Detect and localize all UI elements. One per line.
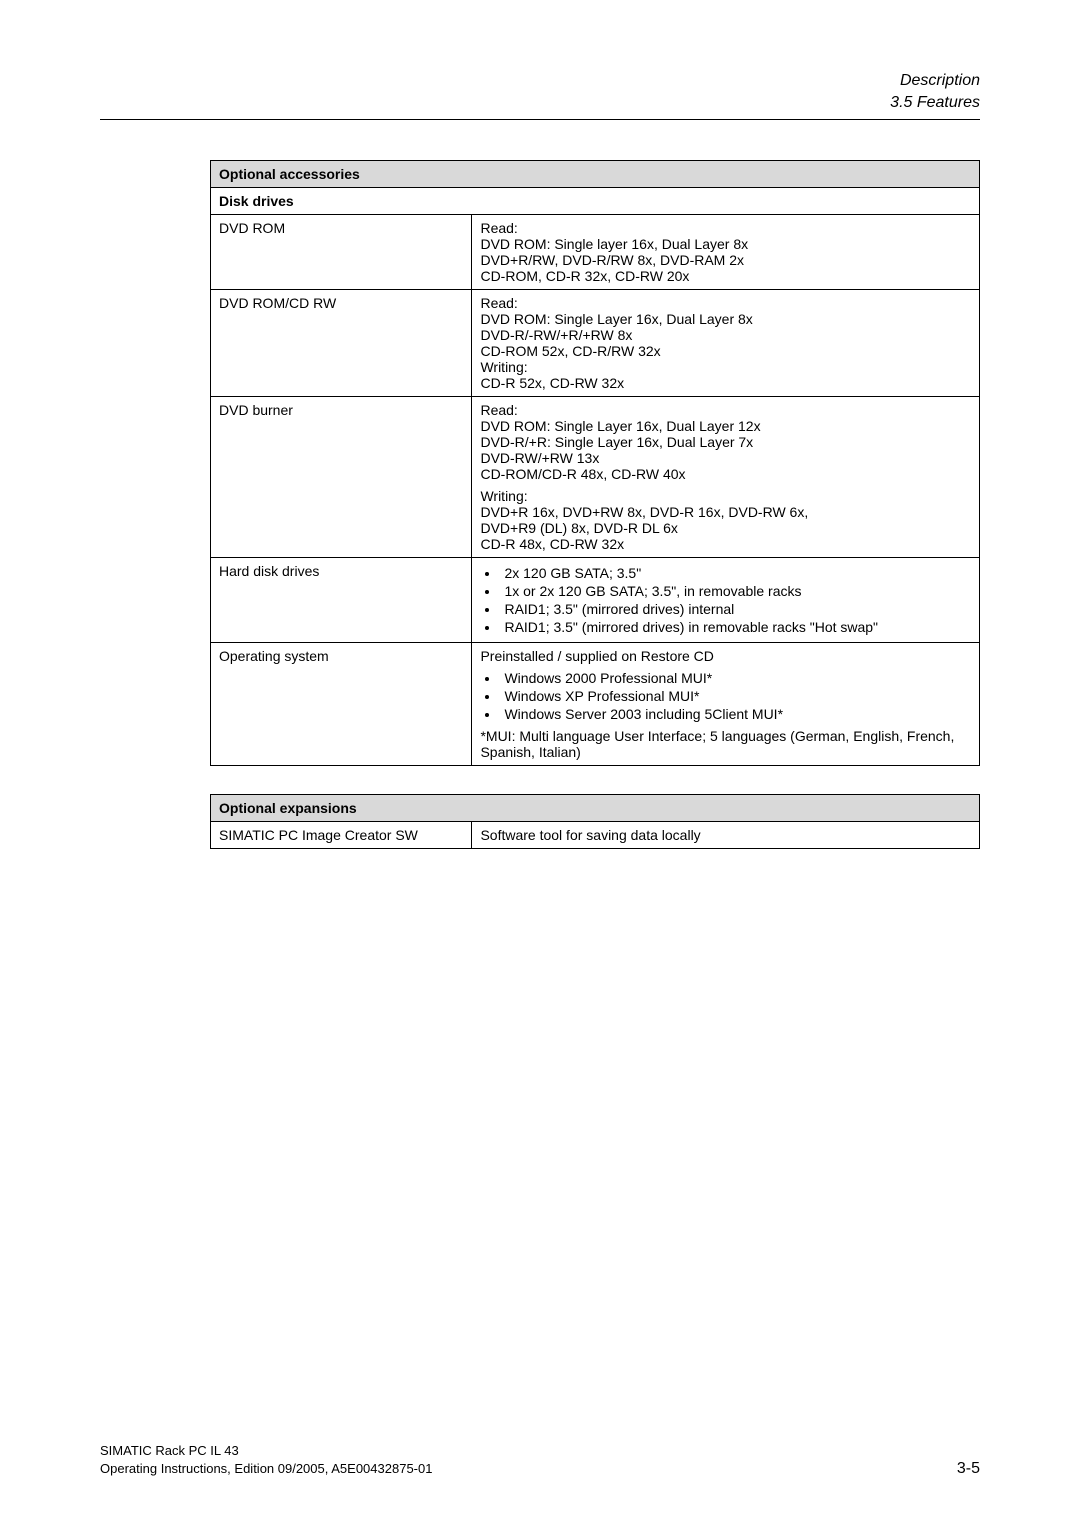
row-value: Preinstalled / supplied on Restore CD Wi… (472, 642, 980, 765)
row-label: Hard disk drives (211, 557, 472, 642)
row-value: Read: DVD ROM: Single Layer 16x, Dual La… (472, 396, 980, 557)
optional-accessories-table: Optional accessories Disk drives DVD ROM… (210, 160, 980, 766)
table-row: DVD ROM/CD RW Read: DVD ROM: Single Laye… (211, 289, 980, 396)
row-label: Operating system (211, 642, 472, 765)
section-heading: Optional accessories (211, 160, 980, 187)
table-row: SIMATIC PC Image Creator SW Software too… (211, 821, 980, 848)
page-number: 3-5 (957, 1460, 980, 1478)
table-row: DVD ROM Read: DVD ROM: Single layer 16x,… (211, 214, 980, 289)
header-title-1: Description (100, 70, 980, 92)
subsection-heading: Disk drives (211, 187, 980, 214)
header-title-2: 3.5 Features (100, 92, 980, 114)
row-value: Software tool for saving data locally (472, 821, 980, 848)
page-footer: SIMATIC Rack PC IL 43 Operating Instruct… (100, 1442, 980, 1478)
footer-line-1: SIMATIC Rack PC IL 43 (100, 1442, 432, 1460)
footer-line-2: Operating Instructions, Edition 09/2005,… (100, 1460, 432, 1478)
row-label: DVD burner (211, 396, 472, 557)
row-label: SIMATIC PC Image Creator SW (211, 821, 472, 848)
row-value: Read: DVD ROM: Single Layer 16x, Dual La… (472, 289, 980, 396)
section-heading: Optional expansions (211, 794, 980, 821)
table-row: Hard disk drives 2x 120 GB SATA; 3.5" 1x… (211, 557, 980, 642)
table-row: Operating system Preinstalled / supplied… (211, 642, 980, 765)
row-value: 2x 120 GB SATA; 3.5" 1x or 2x 120 GB SAT… (472, 557, 980, 642)
row-label: DVD ROM/CD RW (211, 289, 472, 396)
optional-expansions-table: Optional expansions SIMATIC PC Image Cre… (210, 794, 980, 849)
table-row: DVD burner Read: DVD ROM: Single Layer 1… (211, 396, 980, 557)
header-rule (100, 119, 980, 120)
row-value: Read: DVD ROM: Single layer 16x, Dual La… (472, 214, 980, 289)
row-label: DVD ROM (211, 214, 472, 289)
